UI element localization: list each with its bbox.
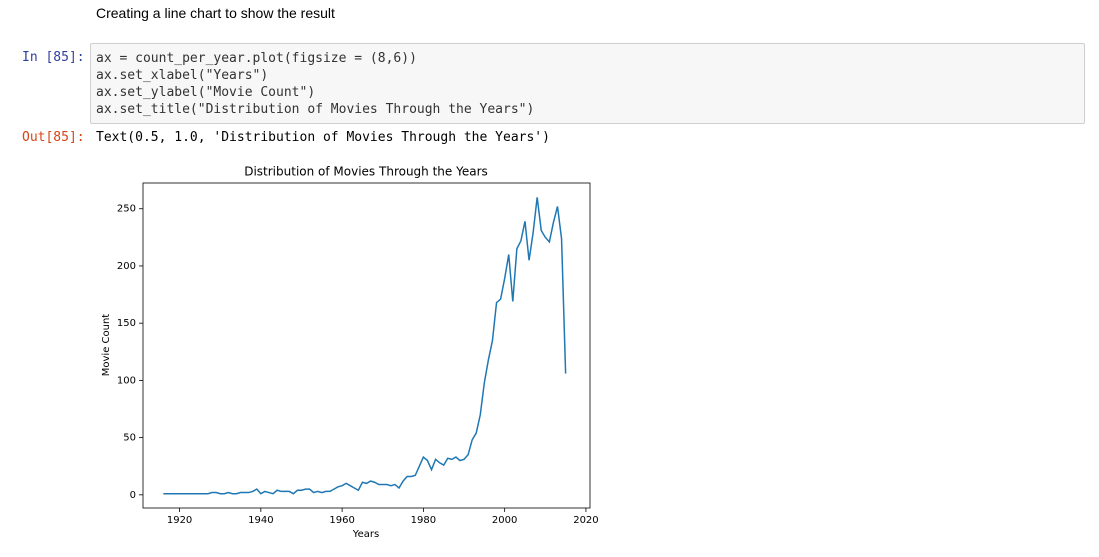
code-line: ax.set_title("Distribution of Movies Thr… [96,102,535,117]
markdown-text: Creating a line chart to show the result [96,5,335,21]
y-tick-label: 200 [117,261,136,272]
in-prompt: In [85]: [22,50,85,65]
y-tick-label: 0 [130,490,136,501]
data-line [163,197,567,495]
x-tick-label: 2000 [492,515,517,526]
x-tick-label: 1980 [411,515,436,526]
x-tick-label: 1940 [248,515,273,526]
axes-frame [142,182,591,509]
x-tick-label: 1920 [167,515,192,526]
y-axis-label: Movie Count [101,314,112,377]
x-axis-label: Years [352,529,379,540]
x-tick-label: 1960 [329,515,354,526]
code-line: ax = count_per_year.plot(figsize = (8,6)… [96,51,417,66]
chart-title: Distribution of Movies Through the Years [244,165,488,179]
x-tick-label: 2020 [573,515,598,526]
out-prompt: Out[85]: [22,130,85,145]
y-tick-label: 100 [117,375,136,386]
y-tick-label: 150 [117,318,136,329]
code-line: ax.set_xlabel("Years") [96,68,269,83]
output-text: Text(0.5, 1.0, 'Distribution of Movies T… [96,130,550,145]
code-cell[interactable]: ax = count_per_year.plot(figsize = (8,6)… [90,43,1085,124]
y-tick-label: 50 [123,433,136,444]
code-line: ax.set_ylabel("Movie Count") [96,85,316,100]
y-tick-label: 250 [117,204,136,215]
